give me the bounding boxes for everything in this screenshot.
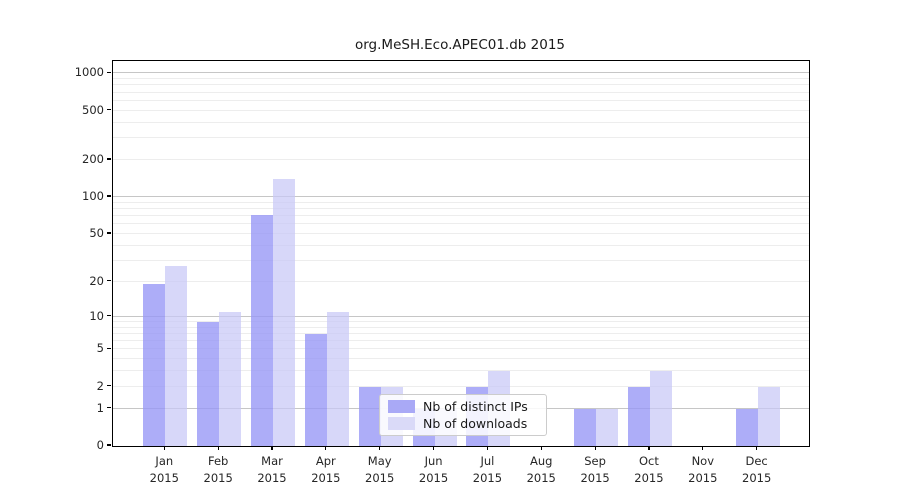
x-tick-mark bbox=[648, 446, 650, 451]
bar-distinct-ips-feb bbox=[197, 321, 220, 446]
chart-title: org.MeSH.Eco.APEC01.db 2015 bbox=[354, 37, 565, 53]
minor-gridline bbox=[113, 137, 809, 139]
minor-gridline bbox=[113, 340, 809, 342]
x-tick-mark bbox=[540, 446, 542, 451]
major-gridline bbox=[113, 196, 809, 198]
minor-gridline bbox=[113, 223, 809, 225]
bar-downloads-feb bbox=[219, 311, 242, 446]
minor-gridline bbox=[113, 332, 809, 334]
x-tick-mark bbox=[756, 446, 758, 451]
minor-gridline bbox=[113, 358, 809, 360]
bar-downloads-jan bbox=[165, 266, 188, 446]
bar-distinct-ips-apr bbox=[304, 333, 327, 446]
y-tick-mark bbox=[107, 280, 111, 282]
bar-downloads-apr bbox=[326, 311, 349, 446]
minor-gridline bbox=[113, 109, 809, 111]
bar-distinct-ips-sep bbox=[574, 408, 597, 446]
x-tick-label: Jul 2015 bbox=[472, 454, 503, 485]
bar-downloads-sep bbox=[596, 408, 619, 446]
minor-gridline bbox=[113, 158, 809, 160]
y-tick-mark bbox=[107, 232, 111, 234]
x-tick-mark bbox=[271, 446, 273, 451]
legend-row-distinct-ips: Nb of distinct IPs bbox=[388, 399, 538, 414]
y-tick-mark bbox=[107, 109, 111, 111]
x-tick-mark bbox=[702, 446, 704, 451]
minor-gridline bbox=[113, 244, 809, 246]
minor-gridline bbox=[113, 121, 809, 123]
minor-gridline bbox=[113, 91, 809, 93]
y-tick-mark bbox=[107, 195, 111, 197]
x-tick-mark bbox=[379, 446, 381, 451]
y-tick-label: 0 bbox=[96, 438, 104, 452]
minor-gridline bbox=[113, 370, 809, 372]
x-tick-label: Jun 2015 bbox=[418, 454, 449, 485]
x-tick-mark bbox=[594, 446, 596, 451]
minor-gridline bbox=[113, 201, 809, 203]
legend-row-downloads: Nb of downloads bbox=[388, 416, 538, 431]
minor-gridline bbox=[113, 385, 809, 387]
minor-gridline bbox=[113, 99, 809, 101]
x-tick-label: Oct 2015 bbox=[634, 454, 664, 485]
x-tick-label: Dec 2015 bbox=[742, 454, 772, 485]
y-tick-mark bbox=[107, 385, 111, 387]
minor-gridline bbox=[113, 215, 809, 217]
bar-distinct-ips-dec bbox=[735, 408, 758, 446]
x-tick-mark bbox=[163, 446, 165, 451]
x-tick-label: Aug 2015 bbox=[526, 454, 556, 485]
bar-distinct-ips-jan bbox=[143, 284, 166, 446]
minor-gridline bbox=[113, 84, 809, 86]
major-gridline bbox=[113, 72, 809, 74]
legend-label-distinct-ips: Nb of distinct IPs bbox=[423, 399, 528, 414]
y-tick-mark bbox=[107, 158, 111, 160]
minor-gridline bbox=[113, 280, 809, 282]
y-tick-label: 1 bbox=[96, 400, 104, 415]
y-tick-mark bbox=[107, 315, 111, 317]
y-tick-label: 200 bbox=[82, 151, 104, 166]
bar-downloads-dec bbox=[757, 386, 780, 446]
y-tick-mark bbox=[107, 444, 111, 446]
x-tick-mark bbox=[217, 446, 219, 451]
minor-gridline bbox=[113, 326, 809, 328]
x-tick-label: Jan 2015 bbox=[149, 454, 179, 485]
x-tick-label: Nov 2015 bbox=[688, 454, 718, 485]
bar-distinct-ips-oct bbox=[627, 386, 650, 446]
bar-downloads-mar bbox=[273, 179, 295, 446]
bar-downloads-oct bbox=[649, 371, 672, 446]
x-tick-label: Apr 2015 bbox=[311, 454, 341, 485]
y-tick-label: 20 bbox=[89, 273, 104, 288]
legend-label-downloads: Nb of downloads bbox=[423, 416, 528, 431]
downloads-swatch-icon bbox=[388, 417, 415, 430]
minor-gridline bbox=[113, 348, 809, 350]
legend: Nb of distinct IPs Nb of downloads bbox=[379, 394, 547, 436]
major-gridline bbox=[113, 315, 809, 317]
x-tick-label: Feb 2015 bbox=[203, 454, 233, 485]
x-tick-mark bbox=[325, 446, 327, 451]
minor-gridline bbox=[113, 232, 809, 234]
y-tick-label: 10 bbox=[89, 308, 104, 323]
y-tick-label: 5 bbox=[96, 341, 104, 356]
minor-gridline bbox=[113, 259, 809, 261]
plot-area: Nb of distinct IPs Nb of downloads bbox=[112, 60, 810, 447]
minor-gridline bbox=[113, 207, 809, 209]
x-tick-label: Mar 2015 bbox=[257, 454, 287, 485]
x-tick-label: Sep 2015 bbox=[580, 454, 610, 485]
y-tick-label: 1000 bbox=[74, 65, 104, 80]
y-tick-label: 50 bbox=[89, 225, 104, 240]
y-tick-label: 100 bbox=[82, 189, 104, 204]
minor-gridline bbox=[113, 78, 809, 80]
x-tick-mark bbox=[432, 446, 435, 451]
y-tick-mark bbox=[107, 71, 111, 73]
minor-gridline bbox=[113, 320, 809, 322]
y-tick-label: 2 bbox=[96, 378, 104, 393]
y-tick-label: 500 bbox=[82, 102, 104, 117]
bar-distinct-ips-mar bbox=[251, 214, 273, 446]
x-tick-label: May 2015 bbox=[365, 454, 395, 485]
x-tick-mark bbox=[486, 446, 488, 451]
bar-distinct-ips-may bbox=[358, 386, 381, 446]
y-tick-mark bbox=[107, 407, 111, 409]
y-tick-mark bbox=[107, 347, 111, 349]
distinct-ips-swatch-icon bbox=[388, 400, 415, 413]
